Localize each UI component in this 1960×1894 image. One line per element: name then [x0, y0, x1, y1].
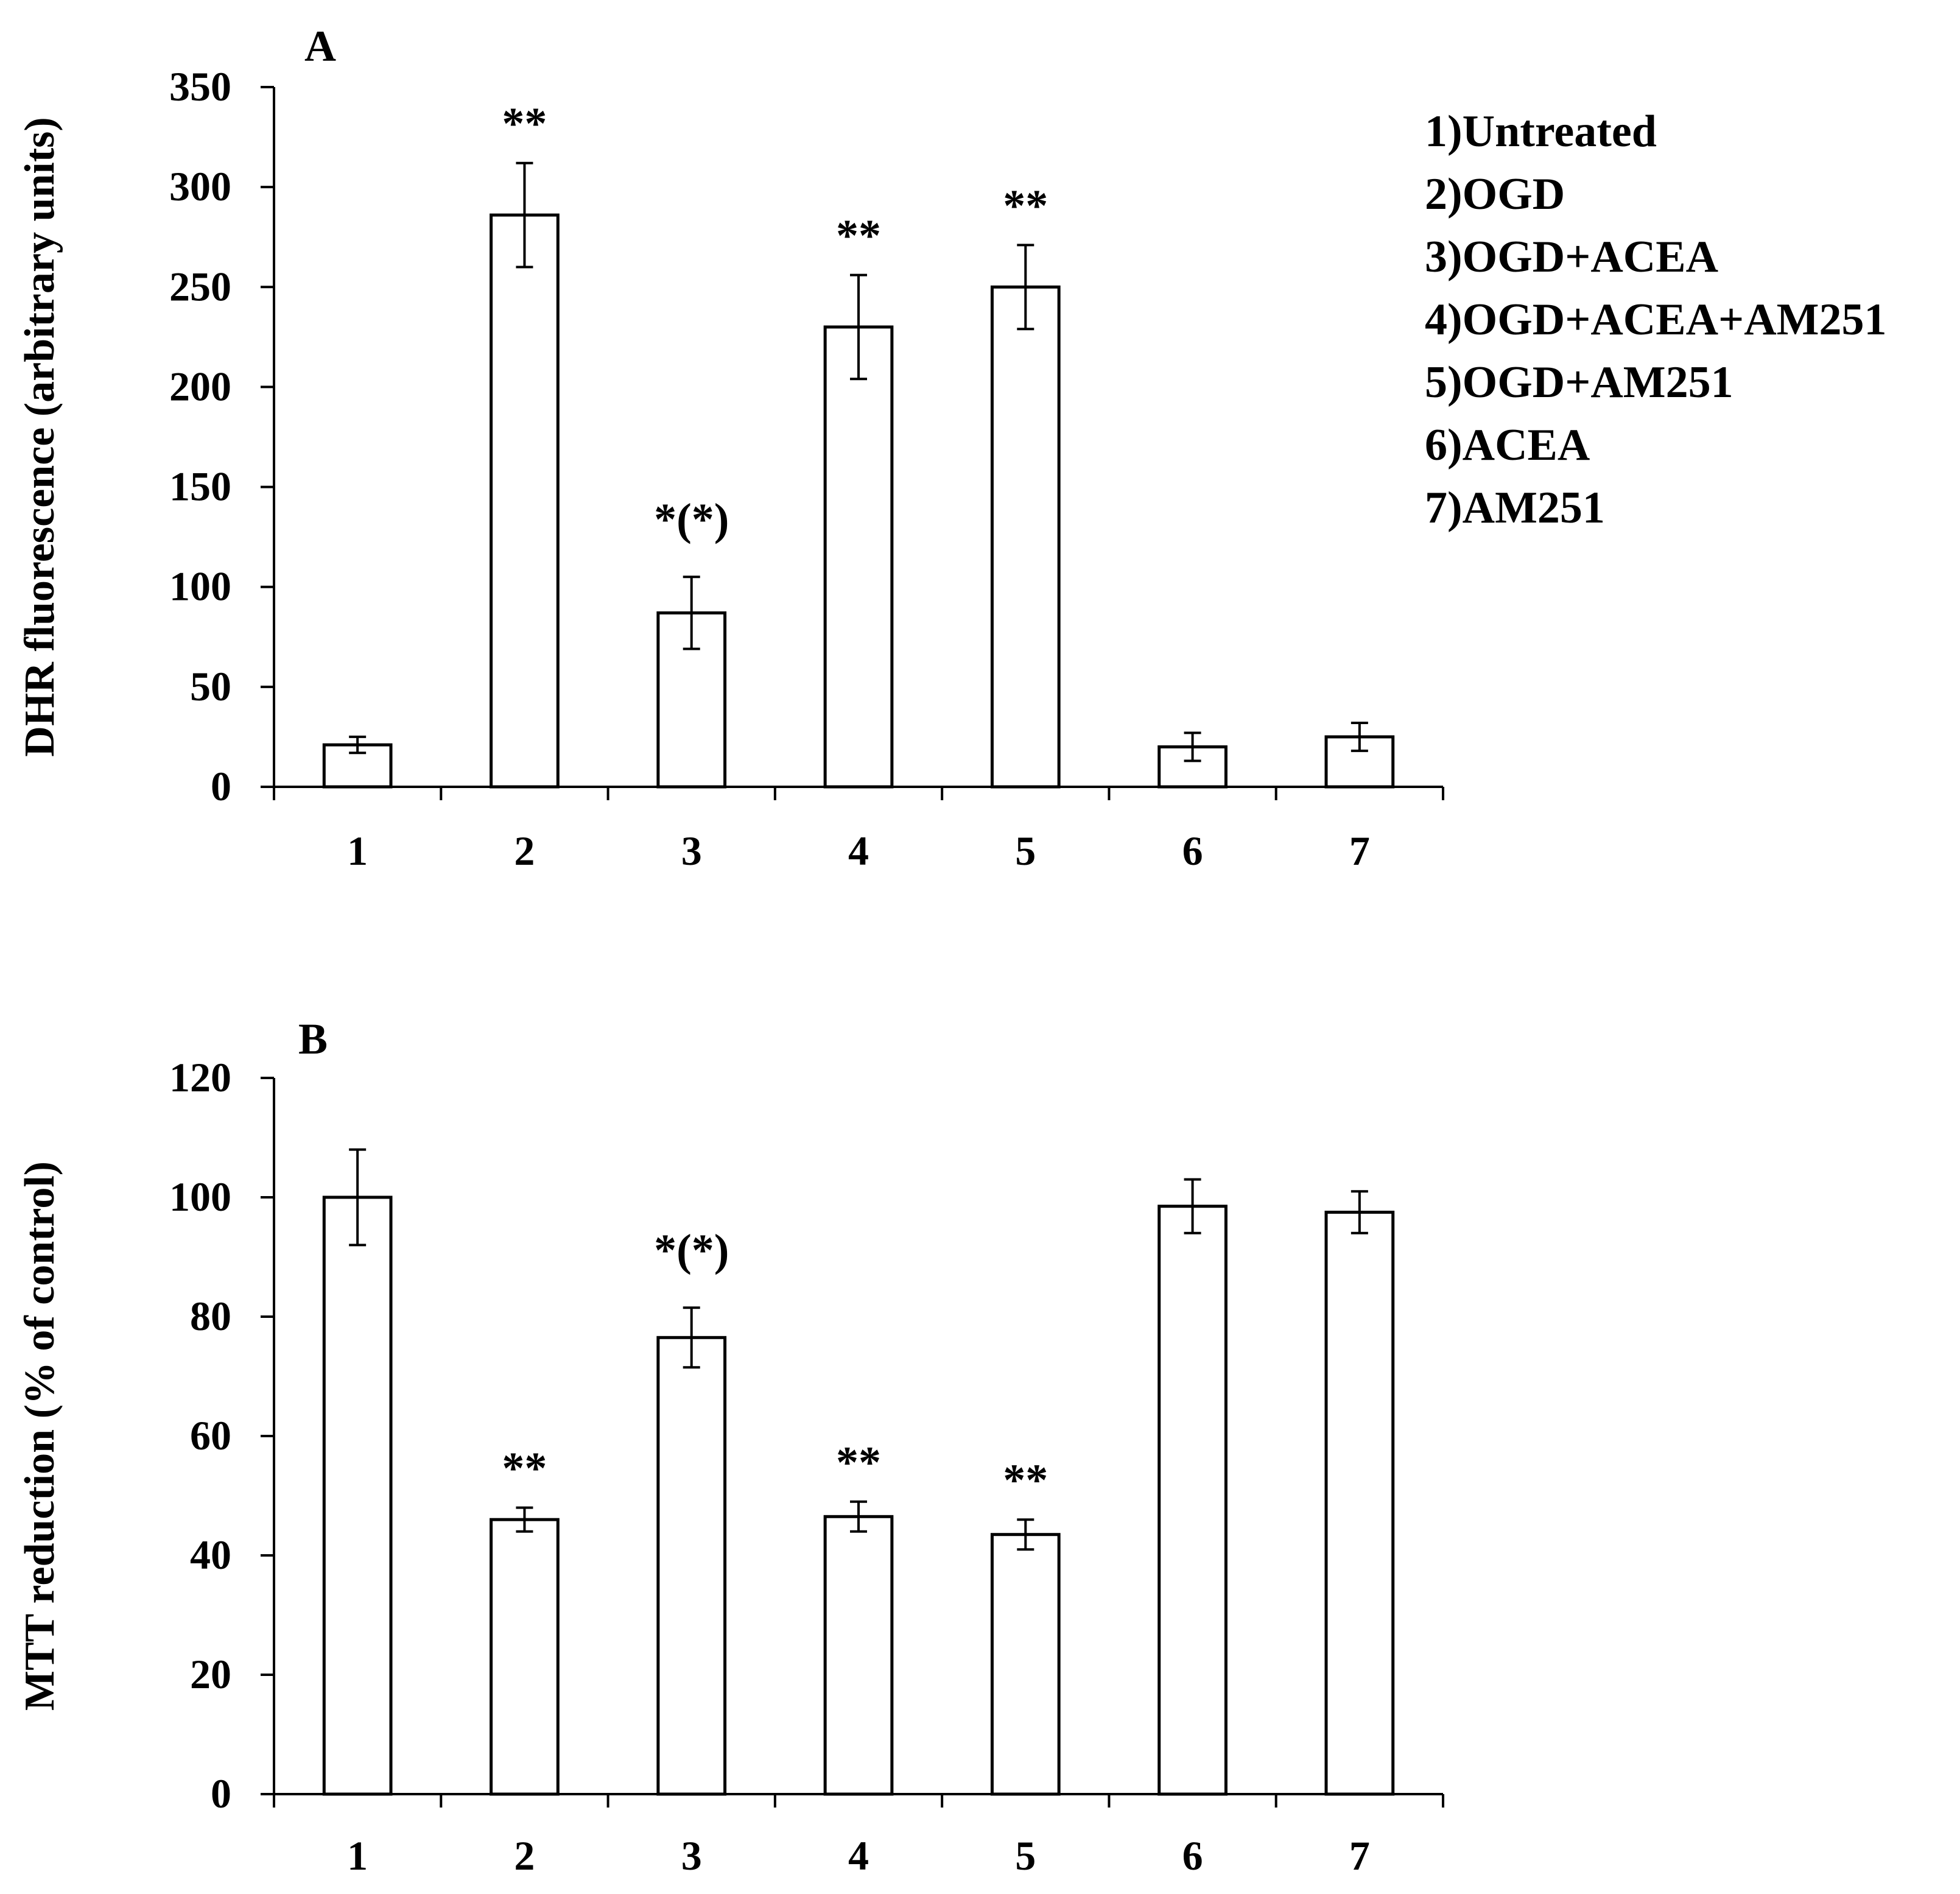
bar — [490, 1518, 560, 1796]
significance-label: ** — [502, 1444, 547, 1494]
bar — [990, 285, 1061, 789]
y-tick-label: 60 — [190, 1412, 231, 1459]
y-tick-label: 300 — [169, 163, 231, 209]
bar — [656, 1336, 727, 1796]
bar — [1324, 1211, 1395, 1796]
bar — [823, 325, 894, 789]
y-tick-label: 100 — [169, 1174, 231, 1220]
significance-label: ** — [502, 99, 547, 149]
legend-entry: 3)OGD+ACEA — [1425, 232, 1718, 282]
y-tick-label: 120 — [169, 1054, 231, 1100]
significance-label: ** — [1003, 181, 1048, 231]
bar — [990, 1533, 1061, 1796]
x-tick-label: 6 — [1182, 828, 1203, 874]
x-tick-label: 2 — [514, 828, 535, 874]
x-tick-label: 2 — [514, 1832, 535, 1879]
y-tick-label: 100 — [169, 563, 231, 610]
y-tick-label: 200 — [169, 363, 231, 409]
bar — [1324, 735, 1395, 789]
bar — [1157, 1205, 1228, 1796]
x-tick-label: 5 — [1015, 1832, 1036, 1879]
x-tick-label: 7 — [1349, 828, 1370, 874]
significance-label: ** — [836, 1438, 881, 1488]
bar — [322, 1195, 393, 1796]
y-tick-label: 40 — [190, 1532, 231, 1578]
significance-label: *(*) — [654, 1225, 729, 1275]
chart-panel-b: B MTT reduction (% of control) 0 20 40 60 80 10… — [16, 1015, 1444, 1879]
legend-entry: 5)OGD+AM251 — [1425, 357, 1733, 407]
y-tick-label: 20 — [190, 1651, 231, 1697]
x-tick-label: 4 — [848, 1832, 869, 1879]
panel-label: A — [304, 22, 336, 71]
bar — [490, 213, 560, 789]
chart-panel-a: A DHR fluorescence (arbitrary units) 0 50 10… — [16, 22, 1444, 874]
significance-label: ** — [836, 211, 881, 261]
legend-entry: 1)Untreated — [1425, 107, 1657, 157]
x-tick-label: 3 — [681, 828, 702, 874]
y-tick-label: 150 — [169, 463, 231, 510]
legend-entry: 4)OGD+ACEA+AM251 — [1425, 295, 1887, 345]
y-axis-label: DHR fluorescence (arbitrary units) — [16, 117, 63, 756]
x-tick-label: 6 — [1182, 1832, 1203, 1879]
y-tick-label: 80 — [190, 1293, 231, 1339]
legend: 1)Untreated 2)OGD 3)OGD+ACEA 4)OGD+ACEA+AM2… — [1425, 107, 1887, 533]
x-tick-label: 1 — [347, 1832, 368, 1879]
y-tick-label: 350 — [169, 63, 231, 110]
legend-entry: 7)AM251 — [1425, 483, 1605, 533]
significance-label: *(*) — [654, 495, 729, 544]
panel-label: B — [298, 1015, 328, 1063]
y-tick-label: 0 — [211, 1770, 231, 1817]
x-tick-label: 1 — [347, 828, 368, 874]
y-tick-label: 250 — [169, 263, 231, 309]
legend-entry: 2)OGD — [1425, 169, 1565, 219]
x-tick-label: 4 — [848, 828, 869, 874]
significance-label: ** — [1003, 1456, 1048, 1505]
y-tick-label: 50 — [190, 663, 231, 709]
x-tick-label: 3 — [681, 1832, 702, 1879]
legend-entry: 6)ACEA — [1425, 420, 1590, 470]
y-axis-label: MTT reduction (% of control) — [16, 1161, 63, 1711]
bar — [823, 1515, 894, 1796]
x-tick-label: 7 — [1349, 1832, 1370, 1879]
y-tick-label: 0 — [211, 763, 231, 809]
x-tick-label: 5 — [1015, 828, 1036, 874]
